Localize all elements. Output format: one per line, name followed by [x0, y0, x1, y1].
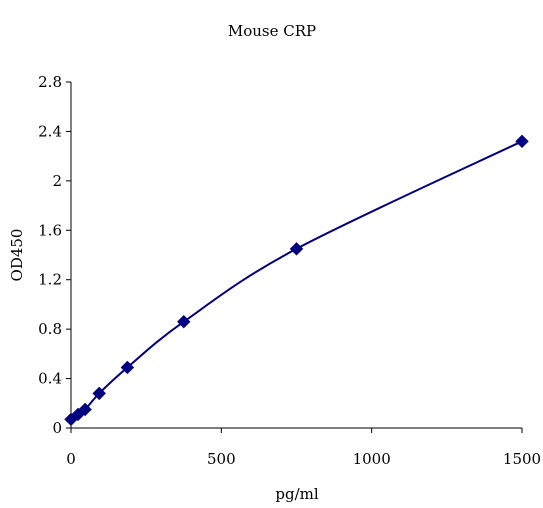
series-line: [70, 140, 523, 421]
y-tick-label: 0: [52, 419, 62, 437]
chart-title: Mouse CRP: [228, 22, 316, 40]
x-tick-label: 0: [66, 450, 76, 468]
y-tick-label: 1.2: [38, 271, 62, 289]
data-point: [120, 360, 135, 375]
x-tick-label: 500: [207, 450, 236, 468]
data-point: [289, 242, 304, 256]
x-tick-label: 1500: [503, 450, 541, 468]
y-tick-label: 2.4: [38, 122, 62, 140]
data-point: [515, 134, 529, 149]
x-axis-label: pg/ml: [275, 485, 318, 503]
y-tick-label: 2: [52, 172, 62, 190]
data-point: [177, 315, 191, 329]
tick-labels: 0 0.4 0.8 1.2 1.6 2 2.4 2.8 0 500 1000 1500: [38, 73, 541, 468]
data-point: [92, 386, 106, 401]
data-series: [64, 134, 529, 427]
y-tick-label: 2.8: [38, 73, 62, 91]
axes: [66, 81, 523, 433]
y-tick-label: 1.6: [38, 221, 62, 239]
y-tick-label: 0.4: [38, 370, 62, 388]
data-point: [78, 402, 92, 417]
y-tick-label: 0.8: [38, 320, 62, 338]
y-axis-label: OD450: [8, 229, 26, 282]
x-tick-label: 1000: [353, 450, 391, 468]
